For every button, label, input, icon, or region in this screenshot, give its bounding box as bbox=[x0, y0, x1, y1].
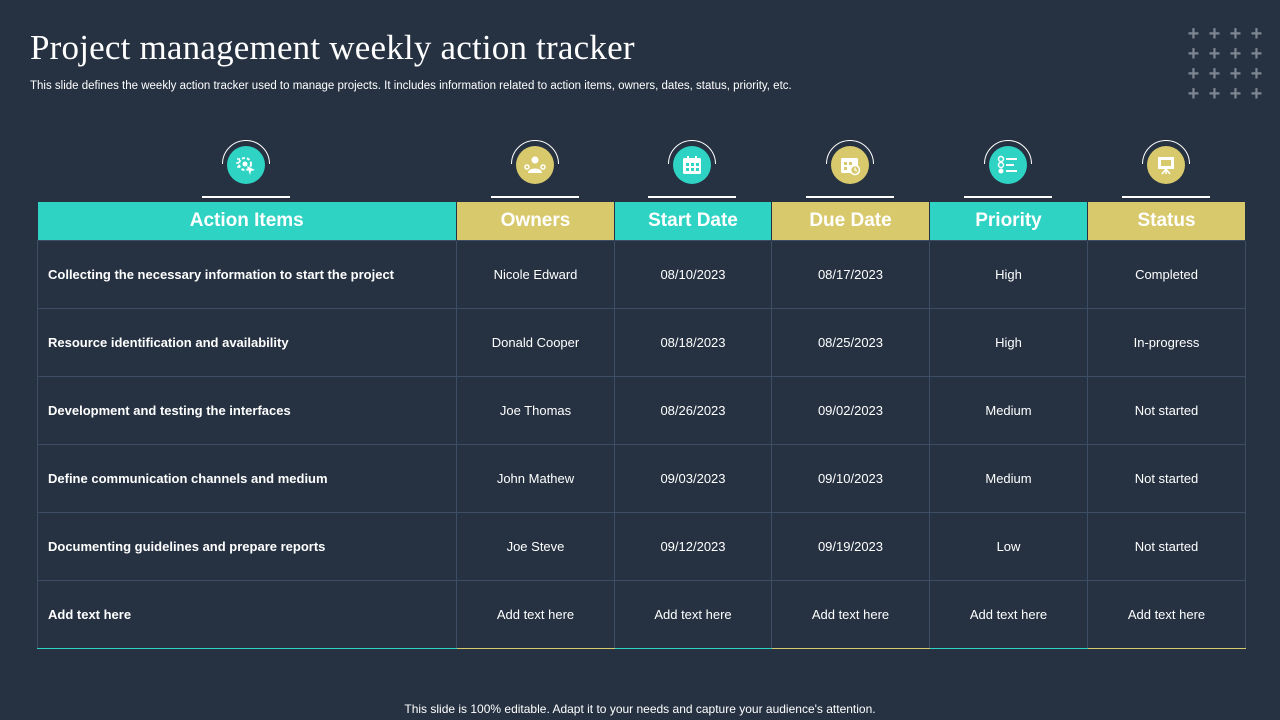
slide-footer-note: This slide is 100% editable. Adapt it to… bbox=[404, 702, 876, 716]
priority-list-icon bbox=[989, 146, 1027, 184]
header-start-date: Start Date bbox=[614, 202, 772, 241]
due-date-cell: 08/17/2023 bbox=[771, 240, 930, 309]
status-cell: Completed bbox=[1087, 240, 1246, 309]
header-priority: Priority bbox=[929, 202, 1088, 241]
start-date-cell: 08/18/2023 bbox=[614, 308, 772, 377]
start-date-cell: 08/10/2023 bbox=[614, 240, 772, 309]
priority-cell: High bbox=[929, 308, 1088, 377]
owner-cell: Nicole Edward bbox=[456, 240, 615, 309]
priority-cell: Medium bbox=[929, 444, 1088, 513]
owners-icon-badge bbox=[491, 140, 579, 200]
status-cell: In-progress bbox=[1087, 308, 1246, 377]
due-date-cell: 09/19/2023 bbox=[771, 512, 930, 581]
due-date-cell: Add text here bbox=[771, 580, 930, 649]
status-cell: Add text here bbox=[1087, 580, 1246, 649]
action-item-cell: Collecting the necessary information to … bbox=[37, 240, 457, 309]
priority-icon-badge bbox=[964, 140, 1052, 200]
table-row: Define communication channels and medium… bbox=[37, 444, 1246, 513]
status-cell: Not started bbox=[1087, 512, 1246, 581]
calendar-icon bbox=[673, 146, 711, 184]
start-date-icon-badge bbox=[648, 140, 736, 200]
action-item-cell: Add text here bbox=[37, 580, 457, 649]
status-cell: Not started bbox=[1087, 444, 1246, 513]
action-item-cell: Define communication channels and medium bbox=[37, 444, 457, 513]
table-row: Add text here Add text here Add text her… bbox=[37, 580, 1246, 649]
status-cell: Not started bbox=[1087, 376, 1246, 445]
priority-cell: Add text here bbox=[929, 580, 1088, 649]
table-row: Resource identification and availability… bbox=[37, 308, 1246, 377]
action-tracker-table: Action Items Owners Start Date Due Date … bbox=[37, 202, 1246, 649]
owner-cell: Joe Steve bbox=[456, 512, 615, 581]
person-gear-icon bbox=[516, 146, 554, 184]
header-owners: Owners bbox=[456, 202, 615, 241]
table-row: Collecting the necessary information to … bbox=[37, 240, 1246, 309]
owner-cell: Donald Cooper bbox=[456, 308, 615, 377]
start-date-cell: 08/26/2023 bbox=[614, 376, 772, 445]
table-row: Documenting guidelines and prepare repor… bbox=[37, 512, 1246, 581]
presentation-board-icon bbox=[1147, 146, 1185, 184]
table-header-row: Action Items Owners Start Date Due Date … bbox=[37, 202, 1246, 241]
slide-subtitle: This slide defines the weekly action tra… bbox=[30, 80, 792, 92]
header-action-items: Action Items bbox=[37, 202, 457, 241]
action-item-cell: Documenting guidelines and prepare repor… bbox=[37, 512, 457, 581]
due-date-cell: 09/02/2023 bbox=[771, 376, 930, 445]
priority-cell: Medium bbox=[929, 376, 1088, 445]
start-date-cell: 09/03/2023 bbox=[614, 444, 772, 513]
header-status: Status bbox=[1087, 202, 1246, 241]
due-date-icon-badge bbox=[806, 140, 894, 200]
priority-cell: Low bbox=[929, 512, 1088, 581]
calendar-clock-icon bbox=[831, 146, 869, 184]
action-item-cell: Development and testing the interfaces bbox=[37, 376, 457, 445]
decorative-plus-grid: + + + + + + + + + + + + + + + + bbox=[1187, 23, 1263, 105]
due-date-cell: 09/10/2023 bbox=[771, 444, 930, 513]
owner-cell: Add text here bbox=[456, 580, 615, 649]
status-icon-badge bbox=[1122, 140, 1210, 200]
action-item-cell: Resource identification and availability bbox=[37, 308, 457, 377]
start-date-cell: Add text here bbox=[614, 580, 772, 649]
header-due-date: Due Date bbox=[771, 202, 930, 241]
start-date-cell: 09/12/2023 bbox=[614, 512, 772, 581]
action-items-icon-badge bbox=[202, 140, 290, 200]
table-row: Development and testing the interfaces J… bbox=[37, 376, 1246, 445]
owner-cell: John Mathew bbox=[456, 444, 615, 513]
settings-cursor-icon bbox=[227, 146, 265, 184]
priority-cell: High bbox=[929, 240, 1088, 309]
owner-cell: Joe Thomas bbox=[456, 376, 615, 445]
slide-title: Project management weekly action tracker bbox=[30, 28, 635, 67]
due-date-cell: 08/25/2023 bbox=[771, 308, 930, 377]
